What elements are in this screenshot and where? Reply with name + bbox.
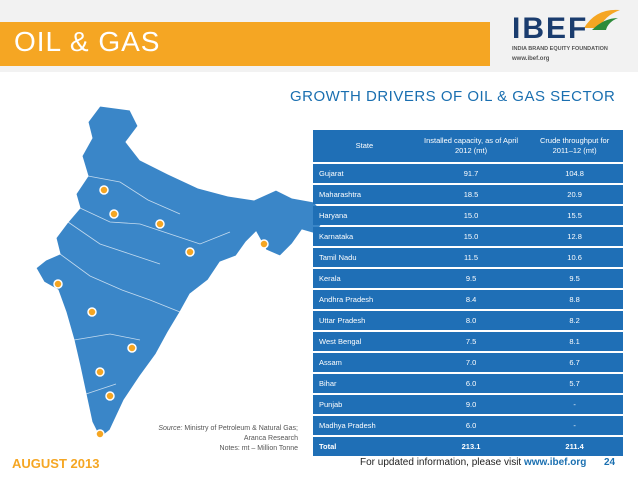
cell-crude: 15.5 bbox=[526, 206, 623, 225]
cell-capacity: 11.5 bbox=[415, 248, 527, 267]
map-marker bbox=[109, 209, 119, 219]
map-marker bbox=[259, 239, 269, 249]
cell-state: Maharashtra bbox=[313, 185, 416, 204]
cell-state: Punjab bbox=[313, 395, 416, 414]
cell-capacity: 7.0 bbox=[415, 353, 527, 372]
cell-state: Madhya Pradesh bbox=[313, 416, 416, 435]
table-total-row: Total 213.1 211.4 bbox=[313, 437, 623, 456]
header-capacity: Installed capacity, as of April 2012 (mt… bbox=[415, 130, 527, 162]
cell-crude: 8.8 bbox=[526, 290, 623, 309]
cell-crude: - bbox=[526, 395, 623, 414]
cell-capacity: 15.0 bbox=[415, 206, 527, 225]
cell-crude: 10.6 bbox=[526, 248, 623, 267]
cell-crude: 20.9 bbox=[526, 185, 623, 204]
table-row: Gujarat 91.7 104.8 bbox=[313, 164, 623, 183]
footer-link[interactable]: www.ibef.org bbox=[523, 457, 587, 468]
table-header-row: State Installed capacity, as of April 20… bbox=[313, 130, 623, 162]
cell-capacity: 9.5 bbox=[415, 269, 527, 288]
map-marker bbox=[95, 429, 105, 439]
map-marker bbox=[53, 279, 63, 289]
cell-state: Assam bbox=[313, 353, 416, 372]
table-row: Uttar Pradesh 8.0 8.2 bbox=[313, 311, 623, 330]
cell-crude: 8.1 bbox=[526, 332, 623, 351]
notes-text: Notes: mt – Million Tonne bbox=[219, 445, 298, 452]
india-map-image bbox=[35, 105, 327, 439]
table-row: Kerala 9.5 9.5 bbox=[313, 269, 623, 288]
cell-state: Haryana bbox=[313, 206, 416, 225]
logo-subtitle: INDIA BRAND EQUITY FOUNDATION bbox=[512, 46, 608, 52]
cell-state: West Bengal bbox=[313, 332, 416, 351]
section-title: GROWTH DRIVERS OF OIL & GAS SECTOR bbox=[290, 88, 616, 105]
map-marker bbox=[155, 219, 165, 229]
table-body: Gujarat 91.7 104.8 Maharashtra 18.5 20.9 Harya… bbox=[313, 164, 623, 456]
cell-crude: - bbox=[526, 416, 623, 435]
map-marker bbox=[185, 247, 195, 257]
map-marker bbox=[105, 391, 115, 401]
header-crude: Crude throughput for 2011–12 (mt) bbox=[526, 130, 623, 162]
source-text: Ministry of Petroleum & Natural Gas; Ara… bbox=[182, 425, 298, 442]
cell-capacity: 9.0 bbox=[415, 395, 527, 414]
cell-capacity: 8.4 bbox=[415, 290, 527, 309]
ibef-logo: IBEF INDIA BRAND EQUITY FOUNDATION www.i… bbox=[500, 6, 632, 68]
cell-capacity: 6.0 bbox=[415, 374, 527, 393]
cell-crude: 6.7 bbox=[526, 353, 623, 372]
bird-logo-icon bbox=[584, 9, 620, 30]
cell-capacity: 6.0 bbox=[415, 416, 527, 435]
cell-crude: 8.2 bbox=[526, 311, 623, 330]
cell-capacity: 7.5 bbox=[415, 332, 527, 351]
cell-state: Bihar bbox=[313, 374, 416, 393]
source-label: Source: bbox=[158, 425, 183, 432]
map-marker bbox=[127, 343, 137, 353]
refinery-capacity-table: State Installed capacity, as of April 20… bbox=[313, 128, 623, 458]
cell-capacity: 18.5 bbox=[415, 185, 527, 204]
map-marker bbox=[99, 185, 109, 195]
cell-crude: 104.8 bbox=[526, 164, 623, 183]
refinery-markers bbox=[53, 185, 269, 439]
cell-capacity: 91.7 bbox=[415, 164, 527, 183]
table-row: Madhya Pradesh 6.0- bbox=[313, 416, 623, 435]
cell-state: Uttar Pradesh bbox=[313, 311, 416, 330]
cell-state: Kerala bbox=[313, 269, 416, 288]
cell-state: Tamil Nadu bbox=[313, 248, 416, 267]
table-row: Maharashtra 18.5 20.9 bbox=[313, 185, 623, 204]
logo-url: www.ibef.org bbox=[512, 56, 550, 62]
map-marker bbox=[87, 307, 97, 317]
cell-state: Karnataka bbox=[313, 227, 416, 246]
title-bar bbox=[0, 22, 490, 66]
logo-text: IBEF bbox=[512, 12, 589, 45]
table-row: Bihar 6.0 5.7 bbox=[313, 374, 623, 393]
table-row: West Bengal 7.5 8.1 bbox=[313, 332, 623, 351]
footer-date: AUGUST 2013 bbox=[12, 456, 100, 471]
total-capacity: 213.1 bbox=[415, 437, 527, 456]
cell-capacity: 8.0 bbox=[415, 311, 527, 330]
page-title: OIL & GAS bbox=[14, 26, 161, 57]
cell-crude: 12.8 bbox=[526, 227, 623, 246]
cell-state: Andhra Pradesh bbox=[313, 290, 416, 309]
table-row: Punjab 9.0- bbox=[313, 395, 623, 414]
header-state: State bbox=[313, 130, 416, 162]
total-state: Total bbox=[313, 437, 416, 456]
table-row: Assam 7.0 6.7 bbox=[313, 353, 623, 372]
cell-state: Gujarat bbox=[313, 164, 416, 183]
table-row: Haryana 15.0 15.5 bbox=[313, 206, 623, 225]
page-number: 24 bbox=[604, 457, 616, 468]
footer-info: For updated information, please visit ww… bbox=[360, 457, 586, 468]
cell-capacity: 15.0 bbox=[415, 227, 527, 246]
map-marker bbox=[95, 367, 105, 377]
footer-info-text: For updated information, please visit bbox=[360, 457, 524, 468]
cell-crude: 5.7 bbox=[526, 374, 623, 393]
total-crude: 211.4 bbox=[526, 437, 623, 456]
table-row: Tamil Nadu 11.5 10.6 bbox=[313, 248, 623, 267]
cell-crude: 9.5 bbox=[526, 269, 623, 288]
table-row: Karnataka 15.0 12.8 bbox=[313, 227, 623, 246]
table-row: Andhra Pradesh 8.4 8.8 bbox=[313, 290, 623, 309]
source-note: Source: Ministry of Petroleum & Natural … bbox=[140, 424, 298, 454]
